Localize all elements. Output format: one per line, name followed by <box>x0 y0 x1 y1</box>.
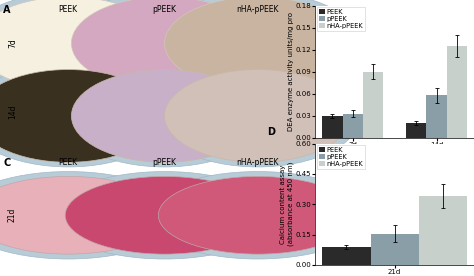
Circle shape <box>53 172 276 259</box>
Bar <box>322 116 343 138</box>
Legend: PEEK, pPEEK, nHA-pPEEK: PEEK, pPEEK, nHA-pPEEK <box>317 145 365 169</box>
Text: A: A <box>3 5 10 15</box>
Legend: PEEK, pPEEK, nHA-pPEEK: PEEK, pPEEK, nHA-pPEEK <box>317 7 365 31</box>
Text: C: C <box>3 158 10 168</box>
Text: 21d: 21d <box>8 208 17 222</box>
Text: pPEEK: pPEEK <box>153 5 176 14</box>
Circle shape <box>0 0 171 94</box>
Bar <box>343 114 363 138</box>
Y-axis label: Calcium content assay
(absorbance at 450 nm): Calcium content assay (absorbance at 450… <box>281 162 294 246</box>
Bar <box>427 95 447 138</box>
Text: D: D <box>267 128 275 137</box>
Circle shape <box>146 172 369 259</box>
Text: nHA-pPEEK: nHA-pPEEK <box>237 158 279 167</box>
Circle shape <box>164 0 351 90</box>
Y-axis label: DEA enzyme activity units/mg pro: DEA enzyme activity units/mg pro <box>288 12 294 131</box>
Bar <box>406 123 427 138</box>
Circle shape <box>0 176 168 254</box>
Text: 7d: 7d <box>8 38 17 48</box>
Bar <box>447 46 467 138</box>
Circle shape <box>72 0 258 90</box>
Text: 14d: 14d <box>8 104 17 118</box>
Circle shape <box>0 65 171 167</box>
Circle shape <box>72 70 258 162</box>
Text: PEEK: PEEK <box>59 158 78 167</box>
Circle shape <box>0 70 162 162</box>
Text: nHA-pPEEK: nHA-pPEEK <box>237 5 279 14</box>
Circle shape <box>0 0 162 90</box>
Circle shape <box>62 0 267 94</box>
Bar <box>371 233 419 265</box>
Circle shape <box>0 172 180 259</box>
Circle shape <box>65 176 264 254</box>
Circle shape <box>155 65 360 167</box>
Text: PEEK: PEEK <box>59 5 78 14</box>
Circle shape <box>155 0 360 94</box>
Bar <box>363 72 383 138</box>
Bar <box>419 196 467 265</box>
Circle shape <box>62 65 267 167</box>
Circle shape <box>158 176 357 254</box>
Circle shape <box>164 70 351 162</box>
Text: pPEEK: pPEEK <box>153 158 176 167</box>
Bar <box>322 247 371 265</box>
